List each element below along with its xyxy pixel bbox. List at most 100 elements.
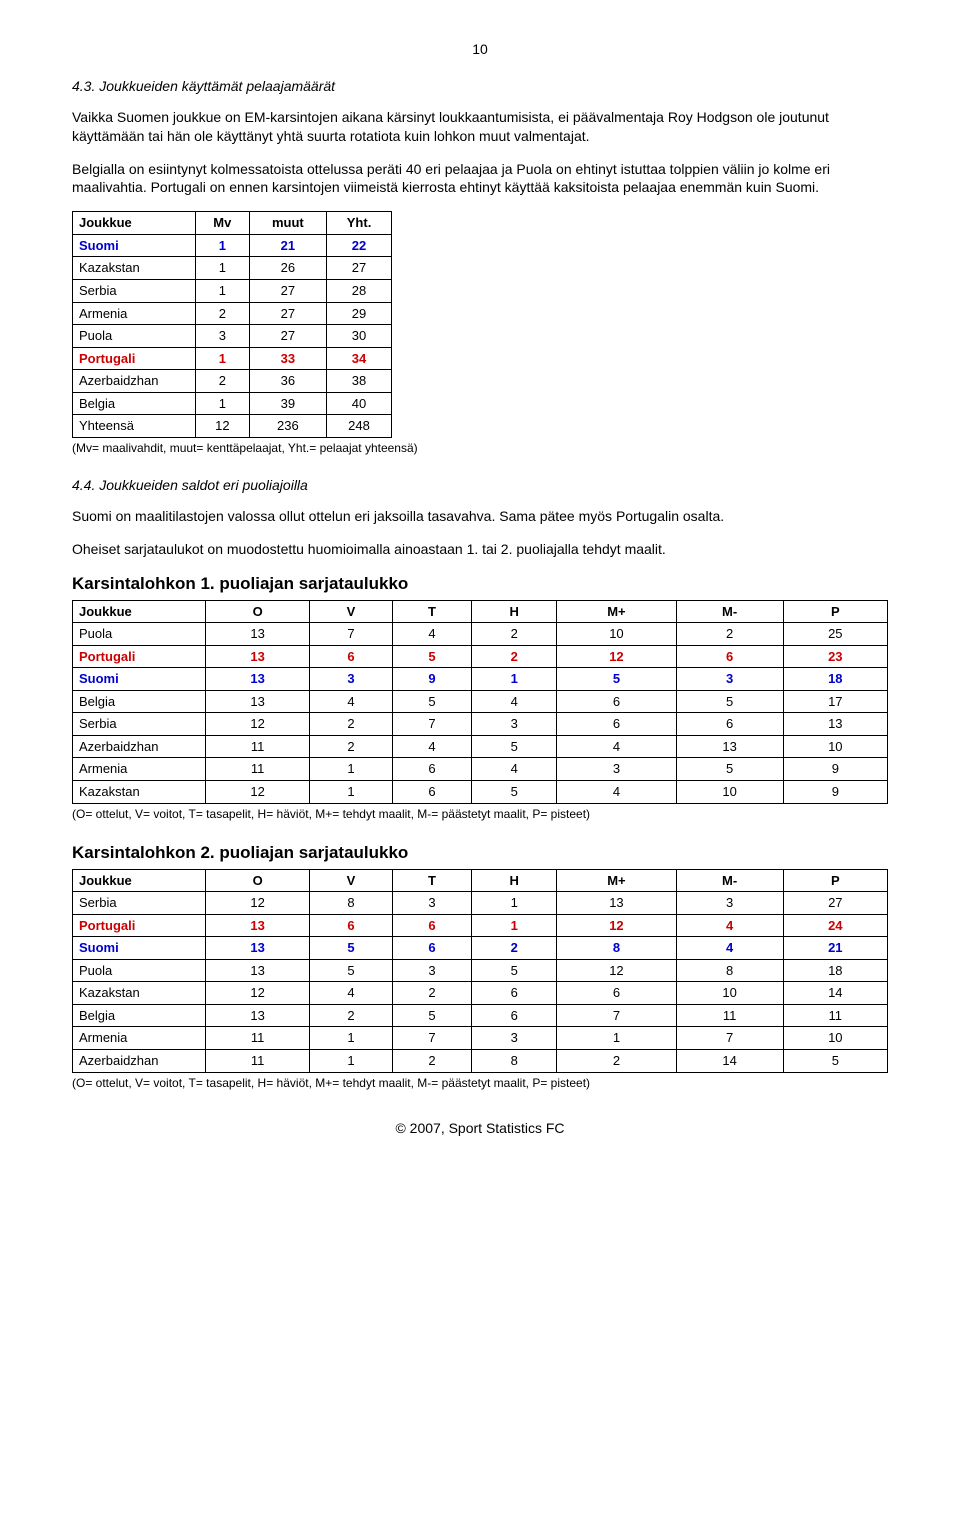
para-4-4-1: Suomi on maalitilastojen valossa ollut o… xyxy=(72,507,888,526)
table-cell: 1 xyxy=(310,758,392,781)
table-header: V xyxy=(310,869,392,892)
table-cell: 2 xyxy=(472,937,557,960)
table-cell: 9 xyxy=(392,668,472,691)
table-cell: 6 xyxy=(392,937,472,960)
table-row: Serbia1283113327 xyxy=(73,892,888,915)
table-cell: 5 xyxy=(557,668,676,691)
first-half-table: JoukkueOVTHM+M-P Puola1374210225Portugal… xyxy=(72,600,888,804)
table-row: Suomi12122 xyxy=(73,234,392,257)
table-cell: 7 xyxy=(557,1004,676,1027)
table-cell: 29 xyxy=(327,302,392,325)
table-cell: 12 xyxy=(557,959,676,982)
table-cell: 5 xyxy=(676,758,783,781)
table-cell: Belgia xyxy=(73,392,196,415)
table-cell: 22 xyxy=(327,234,392,257)
table-cell: 6 xyxy=(557,982,676,1005)
table-cell: 2 xyxy=(196,370,250,393)
table-cell: Kazakstan xyxy=(73,982,206,1005)
table-row: Azerbaidzhan111282145 xyxy=(73,1050,888,1073)
table-cell: Azerbaidzhan xyxy=(73,735,206,758)
table-cell: 4 xyxy=(310,982,392,1005)
table-cell: 10 xyxy=(676,982,783,1005)
table-cell: 8 xyxy=(557,937,676,960)
table-cell: Suomi xyxy=(73,234,196,257)
table-cell: 4 xyxy=(392,623,472,646)
table-row: Kazakstan121654109 xyxy=(73,780,888,803)
table-cell: 14 xyxy=(676,1050,783,1073)
table-cell: 18 xyxy=(783,668,887,691)
table-cell: 1 xyxy=(472,668,557,691)
table-cell: 36 xyxy=(249,370,326,393)
table-cell: 5 xyxy=(676,690,783,713)
table-row: Azerbaidzhan1124541310 xyxy=(73,735,888,758)
table-cell: 1 xyxy=(557,1027,676,1050)
table-cell: 5 xyxy=(392,645,472,668)
table-cell: 13 xyxy=(783,713,887,736)
table-header: T xyxy=(392,869,472,892)
table-cell: 2 xyxy=(392,1050,472,1073)
table-header: Yht. xyxy=(327,212,392,235)
table-cell: 11 xyxy=(206,735,310,758)
table-cell: 6 xyxy=(310,645,392,668)
table-cell: 3 xyxy=(676,668,783,691)
table-cell: 3 xyxy=(196,325,250,348)
table-row: Serbia122736613 xyxy=(73,713,888,736)
table-cell: 4 xyxy=(557,780,676,803)
table-cell: 27 xyxy=(783,892,887,915)
table-cell: Armenia xyxy=(73,1027,206,1050)
table-cell: 12 xyxy=(196,415,250,438)
table-row: Kazakstan1242661014 xyxy=(73,982,888,1005)
table-header: T xyxy=(392,600,472,623)
table-header: Joukkue xyxy=(73,600,206,623)
table-cell: 7 xyxy=(676,1027,783,1050)
table-row: Portugali1365212623 xyxy=(73,645,888,668)
table-cell: 1 xyxy=(196,257,250,280)
table-cell: 25 xyxy=(783,623,887,646)
table-row: Belgia1325671111 xyxy=(73,1004,888,1027)
table-cell: 3 xyxy=(310,668,392,691)
table-cell: 40 xyxy=(327,392,392,415)
para-4-3-1: Vaikka Suomen joukkue on EM-karsintojen … xyxy=(72,108,888,146)
table-cell: 21 xyxy=(249,234,326,257)
table-cell: 21 xyxy=(783,937,887,960)
table-cell: 1 xyxy=(310,1050,392,1073)
table-cell: 39 xyxy=(249,392,326,415)
heading-4-4: 4.4. Joukkueiden saldot eri puoliajoilla xyxy=(72,476,888,495)
table-cell: 11 xyxy=(206,1050,310,1073)
table-cell: 10 xyxy=(783,735,887,758)
table-cell: 24 xyxy=(783,914,887,937)
table-cell: 1 xyxy=(196,279,250,302)
table-cell: 4 xyxy=(392,735,472,758)
table-row: Armenia11164359 xyxy=(73,758,888,781)
table-cell: 28 xyxy=(327,279,392,302)
table-cell: 4 xyxy=(676,914,783,937)
table-cell: 1 xyxy=(310,1027,392,1050)
table-cell: 26 xyxy=(249,257,326,280)
table1-title: Karsintalohkon 1. puoliajan sarjataulukk… xyxy=(72,573,888,596)
table-row: Armenia111731710 xyxy=(73,1027,888,1050)
first-half-note: (O= ottelut, V= voitot, T= tasapelit, H=… xyxy=(72,806,888,822)
table-cell: 27 xyxy=(249,279,326,302)
table-cell: Armenia xyxy=(73,302,196,325)
table-cell: Suomi xyxy=(73,937,206,960)
table-cell: 12 xyxy=(206,892,310,915)
players-table-note: (Mv= maalivahdit, muut= kenttäpelaajat, … xyxy=(72,440,888,456)
table-cell: Serbia xyxy=(73,713,206,736)
table-cell: 5 xyxy=(392,1004,472,1027)
table-header: O xyxy=(206,869,310,892)
heading-4-3: 4.3. Joukkueiden käyttämät pelaajamäärät xyxy=(72,77,888,96)
table-cell: 6 xyxy=(392,914,472,937)
table-cell: 1 xyxy=(472,892,557,915)
table-cell: Portugali xyxy=(73,347,196,370)
table-cell: 2 xyxy=(472,623,557,646)
table-cell: 6 xyxy=(557,690,676,713)
table-cell: 12 xyxy=(206,713,310,736)
table-cell: 5 xyxy=(472,735,557,758)
table-cell: 5 xyxy=(783,1050,887,1073)
table-row: Puola32730 xyxy=(73,325,392,348)
table-cell: 7 xyxy=(310,623,392,646)
table-cell: 11 xyxy=(206,1027,310,1050)
table-row: Puola1353512818 xyxy=(73,959,888,982)
table-cell: Yhteensä xyxy=(73,415,196,438)
table-cell: 38 xyxy=(327,370,392,393)
